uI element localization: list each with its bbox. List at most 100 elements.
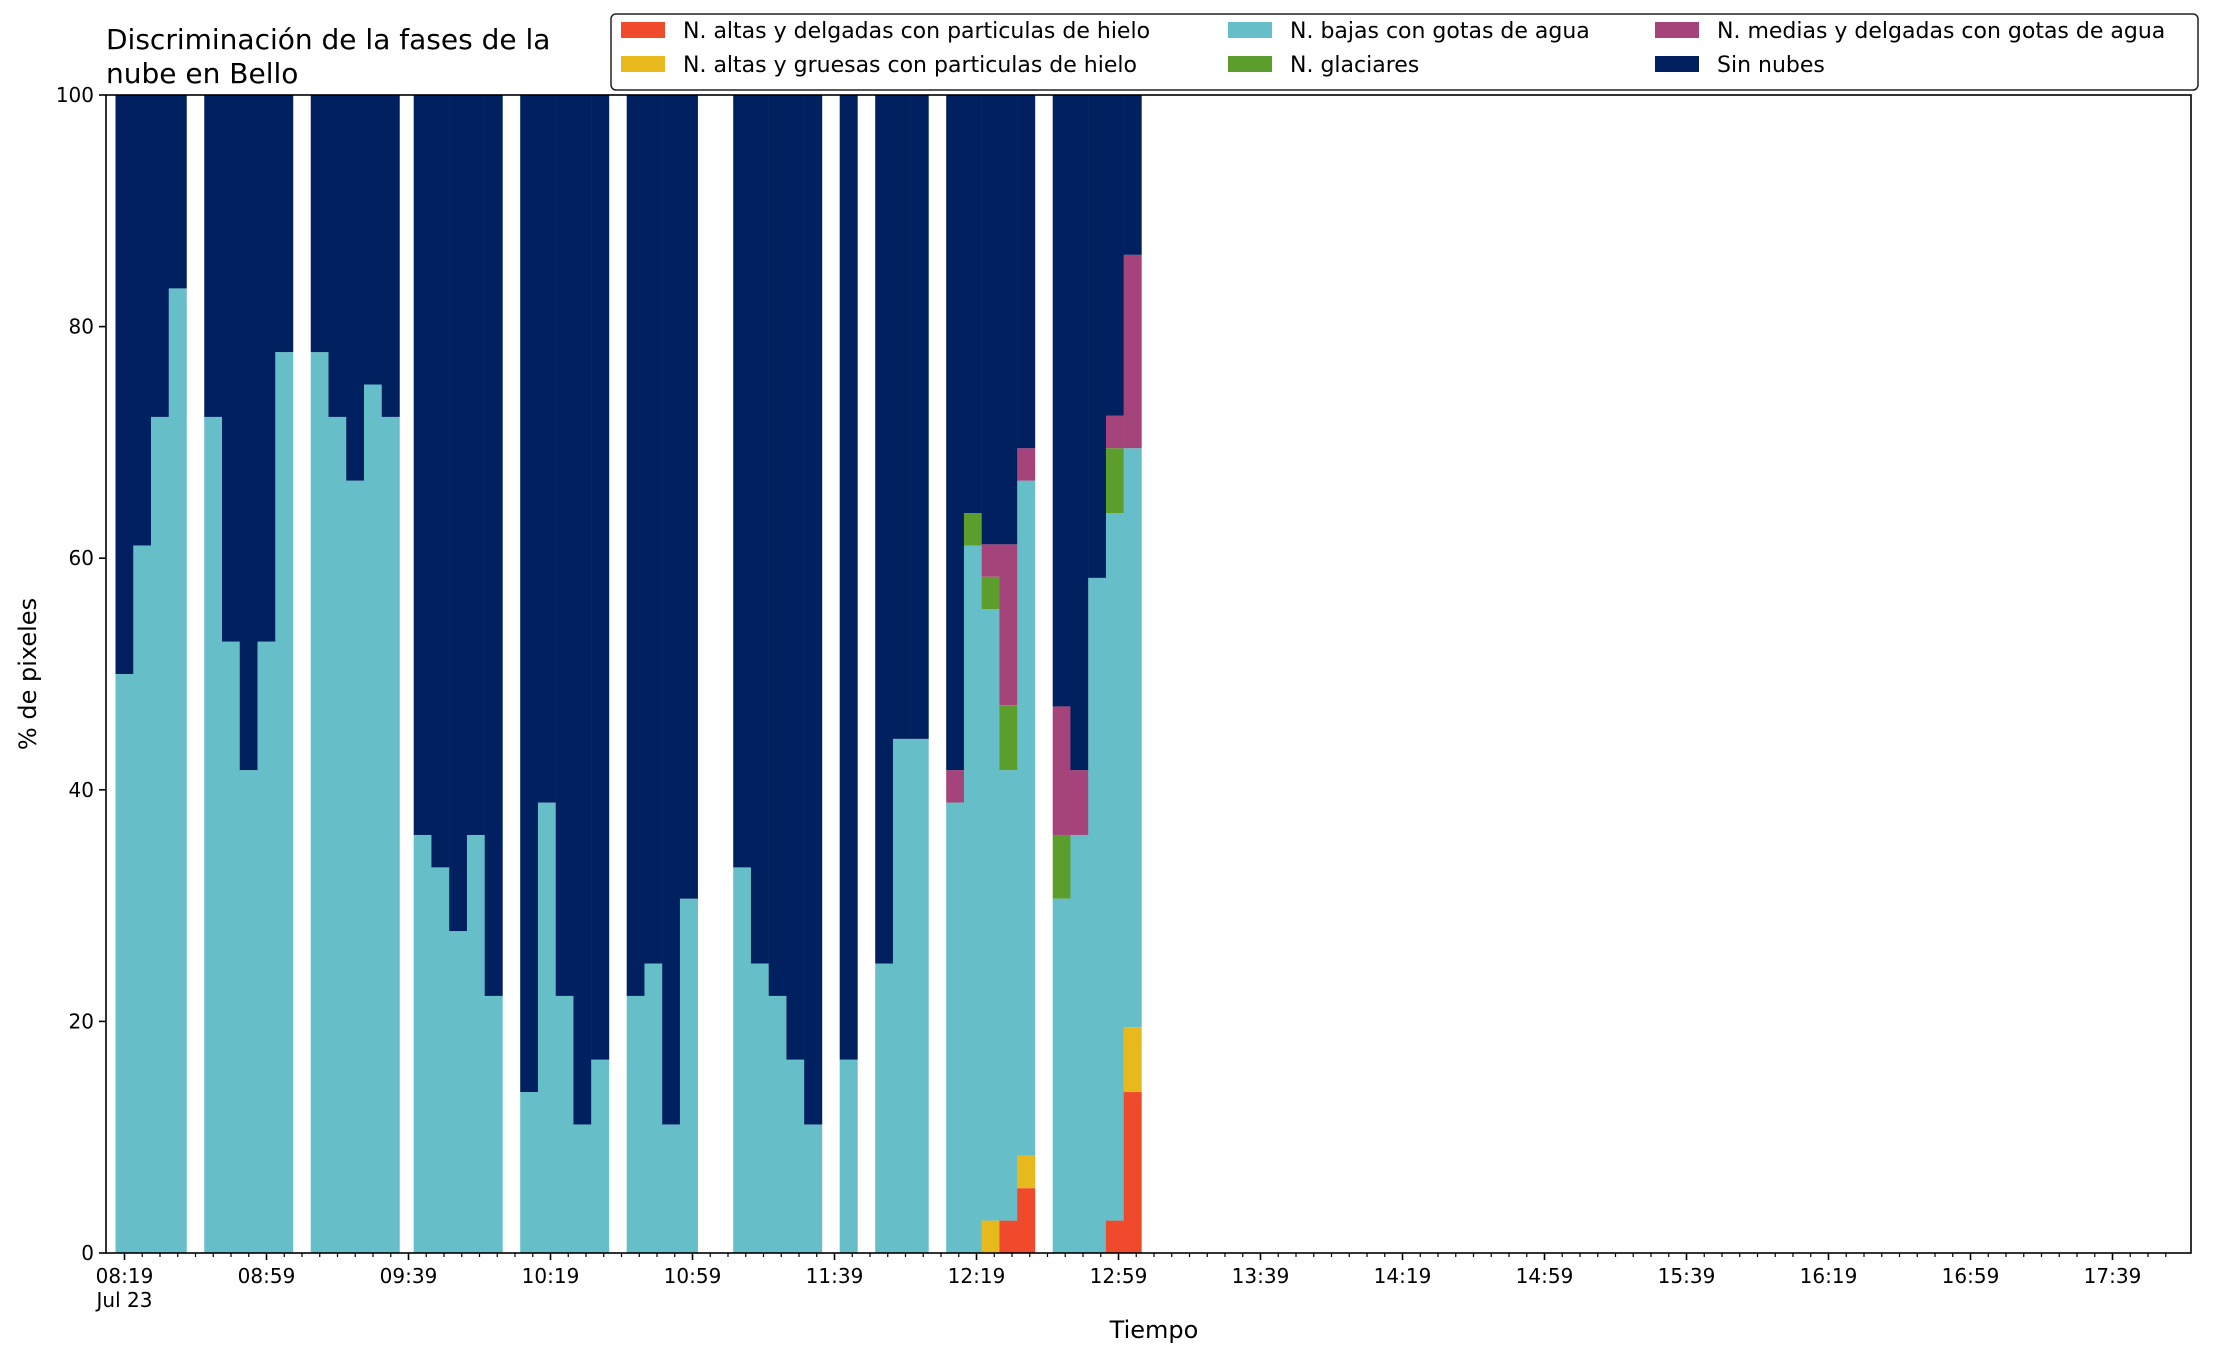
bar-segment <box>1123 1027 1142 1093</box>
bar-segment <box>1105 513 1124 1221</box>
bar-segment <box>999 770 1018 1221</box>
bar-segment <box>346 480 365 1253</box>
bar-segment <box>946 95 965 771</box>
bar-segment <box>626 995 645 1253</box>
bar-segment <box>875 963 894 1253</box>
bar-segment <box>768 95 787 996</box>
chart-title-line-1: Discriminación de la fases de la <box>106 23 550 56</box>
x-tick-label: 12:59 <box>1090 1264 1148 1288</box>
bar-segment <box>910 738 929 1253</box>
legend-label: Sin nubes <box>1717 53 1825 78</box>
bar-segment <box>381 416 400 1253</box>
legend-swatch <box>1655 22 1699 38</box>
bar-segment <box>733 867 752 1253</box>
legend-label: N. bajas con gotas de agua <box>1290 19 1590 44</box>
x-tick-label: 11:39 <box>806 1264 864 1288</box>
bar-segment <box>644 963 663 1253</box>
bar-segment <box>573 95 592 1125</box>
bar-segment <box>963 513 982 546</box>
x-tick-label: 15:39 <box>1658 1264 1716 1288</box>
bar-segment <box>537 802 556 1253</box>
bar-segment <box>626 95 645 996</box>
legend-label: N. altas y gruesas con particulas de hie… <box>683 53 1137 78</box>
bar-segment <box>1017 448 1036 481</box>
bar-segment <box>381 95 400 417</box>
bar-segment <box>999 95 1018 545</box>
bar-segment <box>346 95 365 481</box>
bar-segment <box>1105 448 1124 514</box>
bar-segment <box>768 995 787 1253</box>
bar-segment <box>310 352 329 1253</box>
legend-item: Sin nubes <box>1655 53 1825 78</box>
bar-segment <box>1105 95 1124 416</box>
bar-segment <box>981 544 1000 577</box>
x-tick-label: 08:19 <box>96 1264 154 1288</box>
legend-swatch <box>1228 22 1272 38</box>
x-tick-label: 12:19 <box>948 1264 1006 1288</box>
x-tick-label: 09:39 <box>380 1264 438 1288</box>
bar-segment <box>328 95 347 417</box>
bar-segment <box>115 95 134 674</box>
bar-segment <box>1017 480 1036 1156</box>
bar-segment <box>1070 95 1089 771</box>
bar-segment <box>999 544 1018 706</box>
bar-segment <box>679 95 698 899</box>
bar-segment <box>1052 95 1071 707</box>
bar-segment <box>963 95 982 514</box>
bar-segment <box>484 995 503 1253</box>
bar-segment <box>786 95 805 1060</box>
x-tick-label: 16:19 <box>1800 1264 1858 1288</box>
legend-frame <box>610 13 2199 91</box>
bar-segment <box>1123 448 1142 1028</box>
bar-segment <box>537 95 556 803</box>
bar-segment <box>981 95 1000 545</box>
y-tick-label: 80 <box>69 315 94 339</box>
bar-segment <box>466 834 485 1253</box>
x-tick-label: 10:19 <box>522 1264 580 1288</box>
bar-segment <box>1017 1188 1036 1253</box>
legend-swatch <box>621 22 665 38</box>
bar-segment <box>1088 95 1107 578</box>
x-axis-label: Tiempo <box>1109 1316 1199 1344</box>
chart-title-line-2: nube en Bello <box>106 57 298 90</box>
bar-segment <box>963 545 982 1253</box>
bar-segment <box>946 802 965 1253</box>
bar-segment <box>662 95 681 1125</box>
bar-segment <box>946 770 965 803</box>
plot-frame <box>105 94 2192 1254</box>
legend-item: N. medias y delgadas con gotas de agua <box>1655 19 2165 44</box>
bar-segment <box>168 288 187 1253</box>
x-tick-label: 14:19 <box>1374 1264 1432 1288</box>
legend-swatch <box>1655 56 1699 72</box>
bar-segment <box>892 738 911 1253</box>
bar-segment <box>591 1059 610 1253</box>
bar-segment <box>466 95 485 835</box>
legend-label: N. medias y delgadas con gotas de agua <box>1717 19 2165 44</box>
bar-segment <box>257 641 276 1253</box>
bar-segment <box>115 674 134 1253</box>
bar-segment <box>1123 95 1142 255</box>
bar-segment <box>839 95 858 1060</box>
bar-segment <box>364 384 382 1253</box>
bar-segment <box>413 834 432 1253</box>
bar-segment <box>364 95 382 385</box>
x-tick-label: 16:59 <box>1942 1264 2000 1288</box>
bar-segment <box>133 95 152 546</box>
bar-segment <box>520 95 539 1093</box>
y-tick-label: 0 <box>81 1241 94 1265</box>
y-axis: 0 20 40 60 80 100 <box>56 83 106 1265</box>
bars-layer <box>115 95 1142 1253</box>
bar-segment <box>431 95 450 868</box>
bar-segment <box>1052 834 1071 899</box>
bar-segment <box>555 995 574 1253</box>
bar-segment <box>204 416 223 1253</box>
bar-segment <box>679 898 698 1253</box>
x-tick-label: 13:39 <box>1232 1264 1290 1288</box>
bar-segment <box>644 95 663 964</box>
bar-segment <box>1017 95 1036 449</box>
bar-segment <box>239 770 258 1253</box>
bar-segment <box>310 95 329 353</box>
bar-segment <box>999 1220 1018 1253</box>
bar-segment <box>662 1124 681 1253</box>
